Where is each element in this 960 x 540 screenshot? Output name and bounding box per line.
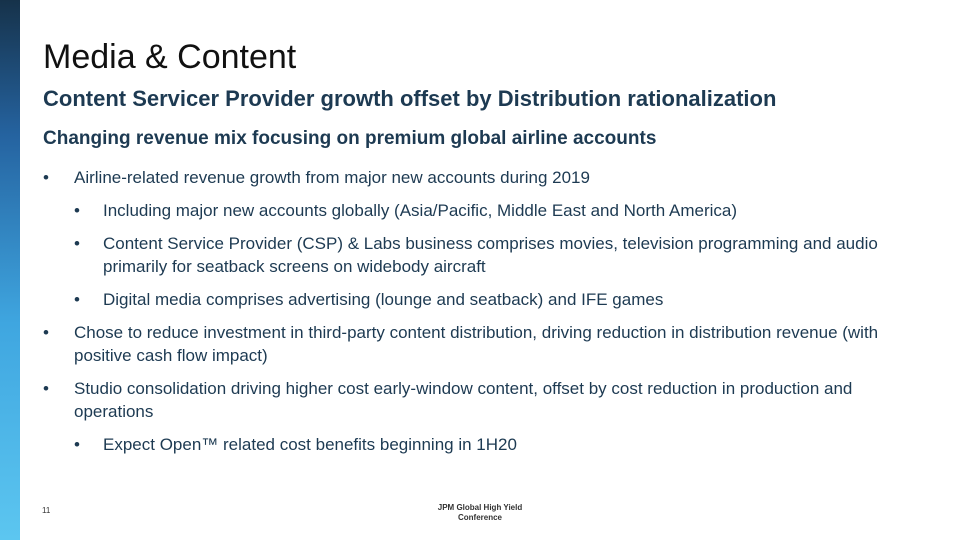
bullet-glyph: •	[43, 323, 49, 342]
bullet-text: Studio consolidation driving higher cost…	[74, 379, 853, 421]
list-item: • Content Service Provider (CSP) & Labs …	[43, 232, 923, 278]
bullet-glyph: •	[74, 290, 80, 309]
list-item: • Airline-related revenue growth from ma…	[43, 166, 923, 189]
bullet-text: Including major new accounts globally (A…	[103, 201, 738, 220]
bullet-text: Chose to reduce investment in third-part…	[74, 323, 879, 365]
footer-conference: JPM Global High Yield Conference	[400, 503, 560, 523]
section-heading: Changing revenue mix focusing on premium…	[43, 128, 657, 149]
list-item: • Including major new accounts globally …	[43, 199, 923, 222]
page-number: 11	[42, 506, 51, 515]
bullet-text: Digital media comprises advertising (lou…	[103, 290, 664, 309]
bullet-glyph: •	[74, 435, 80, 454]
bullet-text: Airline-related revenue growth from majo…	[74, 168, 590, 187]
bullet-glyph: •	[43, 379, 49, 398]
slide-subtitle: Content Servicer Provider growth offset …	[43, 86, 777, 111]
footer-conference-line1: JPM Global High Yield	[437, 503, 523, 512]
side-accent-bar	[0, 0, 20, 540]
bullet-text: Content Service Provider (CSP) & Labs bu…	[103, 234, 878, 276]
list-item: • Studio consolidation driving higher co…	[43, 377, 923, 423]
footer-conference-line2: Conference	[457, 513, 502, 522]
list-item: • Expect Open™ related cost benefits beg…	[43, 433, 923, 456]
bullet-glyph: •	[74, 234, 80, 253]
bullet-glyph: •	[43, 168, 49, 187]
bullet-text: Expect Open™ related cost benefits begin…	[103, 435, 517, 454]
list-item: • Chose to reduce investment in third-pa…	[43, 321, 923, 367]
list-item: • Digital media comprises advertising (l…	[43, 288, 923, 311]
bullet-glyph: •	[74, 201, 80, 220]
slide-title: Media & Content	[43, 38, 297, 76]
bullet-list: • Airline-related revenue growth from ma…	[43, 166, 923, 456]
